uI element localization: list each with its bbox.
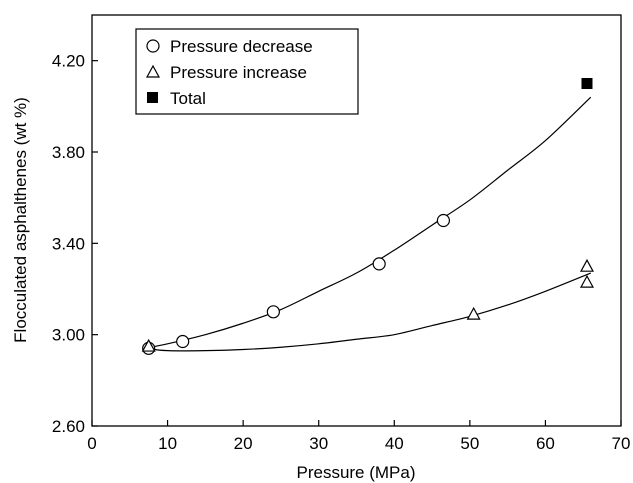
y-tick-label: 3.80 [52,143,85,162]
y-tick-label: 3.40 [52,234,85,253]
point-pressure-increase [466,306,481,320]
point-pressure-decrease [176,334,190,349]
y-axis-title: Flocculated asphalthenes (wt %) [11,97,30,343]
data-points [141,78,595,355]
legend-marker-circle [146,39,160,53]
fit-curve [144,96,592,349]
x-axis-title: Pressure (MPa) [296,463,415,482]
point-pressure-increase [579,274,595,288]
x-tick-label: 40 [385,434,404,453]
legend: Pressure decrease Pressure increase Tota… [135,28,359,115]
point-pressure-increase [579,258,595,272]
y-axis-ticks: 2.60 3.00 3.40 3.80 4.20 [52,52,98,436]
x-tick-label: 30 [309,434,328,453]
legend-marker-square [147,92,158,103]
point-pressure-decrease [436,213,451,228]
point-pressure-decrease [372,257,386,271]
x-tick-label: 50 [460,434,479,453]
y-tick-label: 3.00 [52,326,85,345]
plot-frame [91,14,622,427]
x-tick-label: 10 [158,434,177,453]
legend-label-pressure-decrease: Pressure decrease [170,37,313,56]
plot-area-border [91,14,622,427]
legend-label-total: Total [170,89,206,108]
y-tick-label: 2.60 [52,417,85,436]
x-axis-ticks: 0 10 20 30 40 50 60 70 [87,420,630,453]
legend-box [135,28,359,115]
fit-curves [144,96,592,352]
x-tick-label: 60 [536,434,555,453]
legend-label-pressure-increase: Pressure increase [170,63,307,82]
point-total [581,78,593,89]
point-pressure-decrease [266,305,280,319]
x-tick-label: 70 [612,434,631,453]
fit-curve [144,272,591,352]
x-tick-label: 0 [87,434,96,453]
y-tick-label: 4.20 [52,52,85,71]
legend-marker-triangle [145,64,161,78]
x-tick-label: 20 [234,434,253,453]
point-pressure-increase [141,338,156,352]
